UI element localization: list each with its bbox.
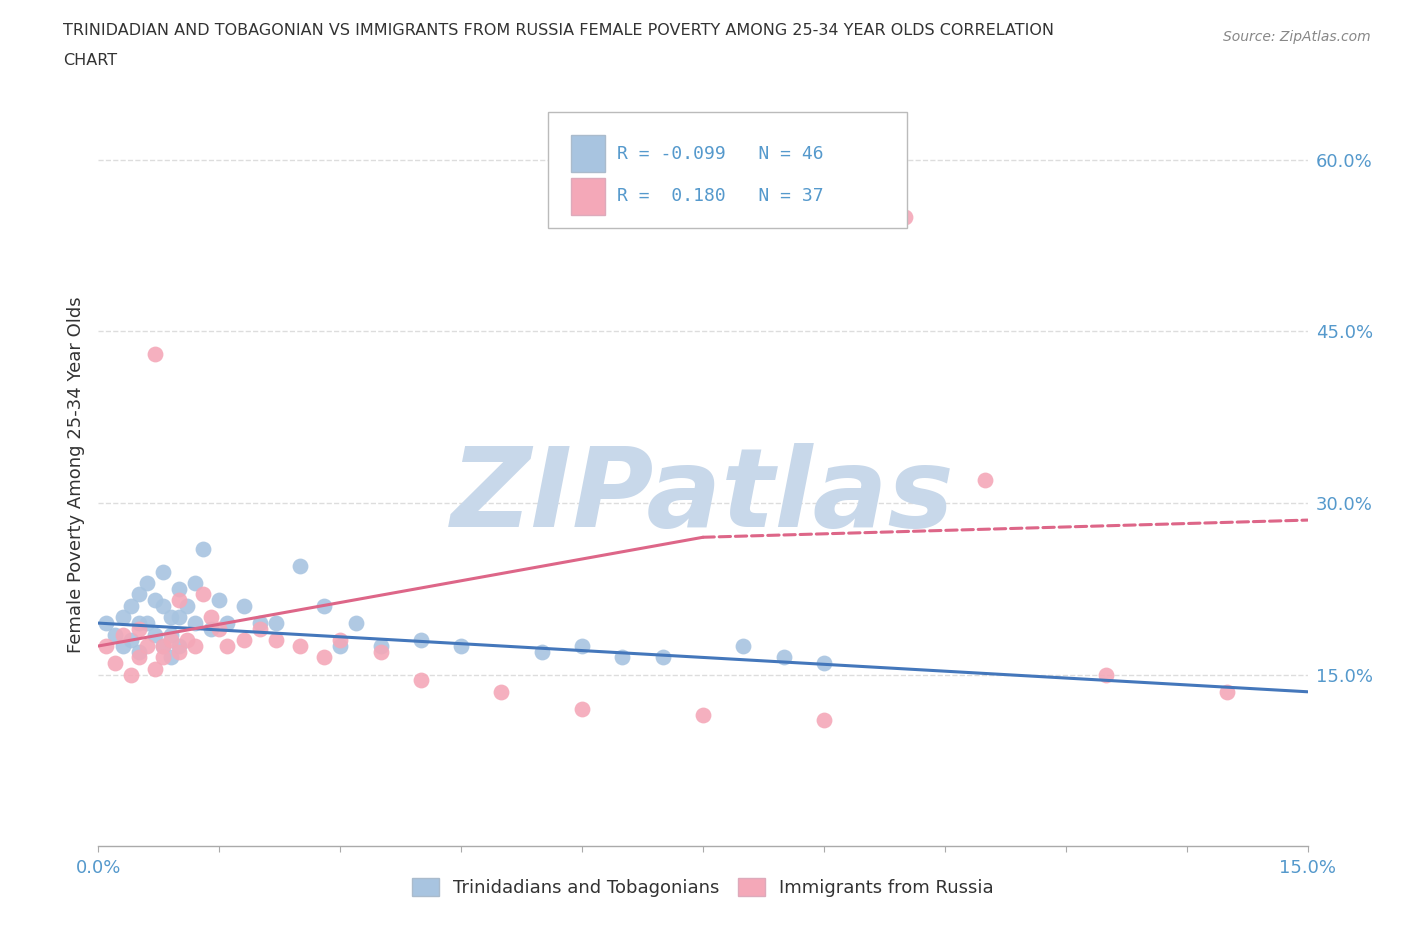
- Point: [314, 650, 336, 665]
- Point: [772, 650, 794, 665]
- Text: R =  0.180   N = 37: R = 0.180 N = 37: [617, 188, 824, 206]
- Point: [208, 621, 231, 636]
- Point: [103, 627, 125, 642]
- Point: [217, 639, 239, 654]
- Point: [103, 656, 125, 671]
- Point: [692, 707, 714, 722]
- Point: [152, 639, 174, 654]
- Point: [249, 616, 271, 631]
- Point: [135, 639, 157, 654]
- Point: [128, 650, 150, 665]
- Point: [184, 616, 207, 631]
- Point: [152, 565, 174, 579]
- Text: CHART: CHART: [63, 53, 117, 68]
- Point: [184, 639, 207, 654]
- Point: [370, 639, 392, 654]
- Point: [329, 632, 352, 647]
- Point: [288, 639, 311, 654]
- Point: [128, 644, 150, 659]
- Point: [135, 576, 157, 591]
- Point: [314, 599, 336, 614]
- Y-axis label: Female Poverty Among 25-34 Year Olds: Female Poverty Among 25-34 Year Olds: [66, 296, 84, 653]
- Point: [200, 621, 222, 636]
- Point: [264, 632, 287, 647]
- Point: [329, 639, 352, 654]
- Point: [167, 610, 190, 625]
- Point: [1216, 684, 1239, 699]
- Point: [176, 632, 198, 647]
- Point: [208, 592, 231, 607]
- Text: ZIPatlas: ZIPatlas: [451, 443, 955, 551]
- Point: [813, 656, 835, 671]
- Point: [160, 627, 183, 642]
- Point: [193, 541, 215, 556]
- Point: [152, 599, 174, 614]
- Point: [167, 592, 190, 607]
- Point: [96, 616, 118, 631]
- Point: [409, 632, 432, 647]
- Point: [96, 639, 118, 654]
- Point: [135, 616, 157, 631]
- Point: [167, 644, 190, 659]
- Point: [143, 627, 166, 642]
- Legend: Trinidadians and Tobagonians, Immigrants from Russia: Trinidadians and Tobagonians, Immigrants…: [405, 870, 1001, 904]
- Point: [232, 599, 254, 614]
- Point: [152, 639, 174, 654]
- Point: [651, 650, 673, 665]
- Point: [176, 599, 198, 614]
- Point: [143, 347, 166, 362]
- Point: [120, 632, 142, 647]
- Point: [232, 632, 254, 647]
- Point: [160, 610, 183, 625]
- Point: [217, 616, 239, 631]
- Point: [128, 587, 150, 602]
- Text: R = -0.099   N = 46: R = -0.099 N = 46: [617, 145, 824, 163]
- Point: [733, 639, 755, 654]
- Point: [111, 639, 134, 654]
- Point: [249, 621, 271, 636]
- Point: [288, 558, 311, 573]
- Point: [111, 627, 134, 642]
- Point: [152, 650, 174, 665]
- Point: [813, 713, 835, 728]
- Point: [491, 684, 513, 699]
- Point: [370, 644, 392, 659]
- Point: [264, 616, 287, 631]
- Point: [184, 576, 207, 591]
- Point: [167, 639, 190, 654]
- Text: Source: ZipAtlas.com: Source: ZipAtlas.com: [1223, 30, 1371, 44]
- Point: [344, 616, 367, 631]
- Point: [160, 632, 183, 647]
- Point: [450, 639, 472, 654]
- Point: [853, 153, 876, 167]
- Point: [143, 592, 166, 607]
- Point: [974, 472, 997, 487]
- Point: [167, 581, 190, 596]
- Point: [120, 599, 142, 614]
- Point: [200, 610, 222, 625]
- Point: [120, 667, 142, 682]
- Point: [571, 639, 593, 654]
- Point: [571, 701, 593, 716]
- Point: [143, 661, 166, 676]
- Text: TRINIDADIAN AND TOBAGONIAN VS IMMIGRANTS FROM RUSSIA FEMALE POVERTY AMONG 25-34 : TRINIDADIAN AND TOBAGONIAN VS IMMIGRANTS…: [63, 23, 1054, 38]
- Point: [409, 673, 432, 688]
- Point: [193, 587, 215, 602]
- Point: [612, 650, 634, 665]
- Point: [128, 616, 150, 631]
- Point: [1095, 667, 1118, 682]
- Point: [128, 621, 150, 636]
- Point: [530, 644, 553, 659]
- Point: [111, 610, 134, 625]
- Point: [893, 209, 915, 224]
- Point: [160, 650, 183, 665]
